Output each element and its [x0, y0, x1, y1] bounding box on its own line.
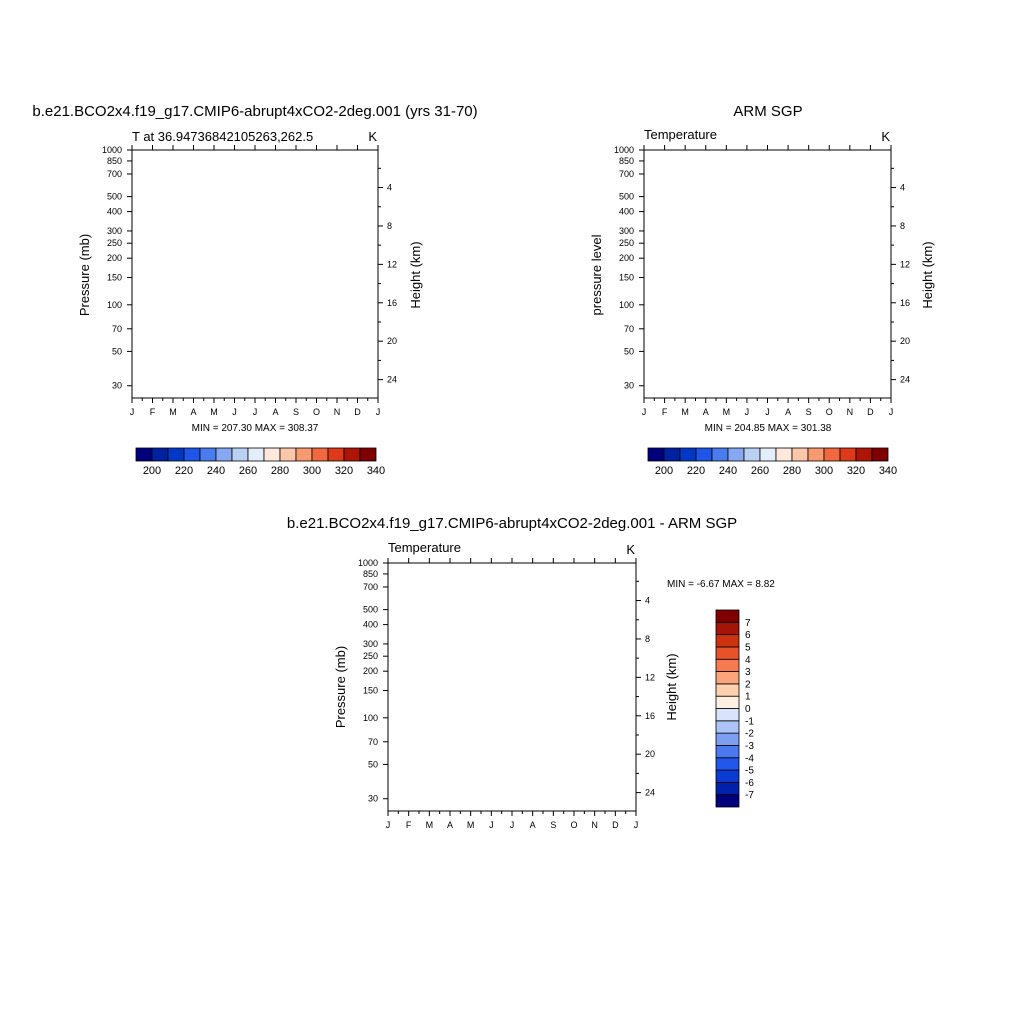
x-tick-label: A [190, 407, 196, 417]
panel-model-frame [131, 149, 379, 399]
x-tick-label: M [210, 407, 218, 417]
y-right-tick-label: 24 [387, 375, 397, 385]
colorbar-box [295, 447, 313, 462]
x-tick-label: J [253, 407, 258, 417]
y-tick-label: 700 [107, 169, 122, 179]
colorbar-box [279, 447, 297, 462]
y-tick-label: 400 [107, 207, 122, 217]
y-tick-label: 500 [107, 192, 122, 202]
colorbar-box [231, 447, 249, 462]
y-tick-label: 70 [112, 324, 122, 334]
colorbar-box [359, 447, 377, 462]
panel-model-ylabel-right: Height (km) [408, 241, 423, 308]
y-tick-label: 250 [107, 238, 122, 248]
x-tick-label: M [169, 407, 177, 417]
colorbar-box [151, 447, 169, 462]
colorbar-label: 200 [143, 465, 161, 477]
panel-model-title: b.e21.BCO2x4.f19_g17.CMIP6-abrupt4xCO2-2… [32, 103, 477, 120]
y-tick-label: 850 [107, 156, 122, 166]
x-tick-label: J [376, 407, 381, 417]
panel-obs-title: ARM SGP [733, 103, 802, 120]
x-tick-label: O [313, 407, 320, 417]
colorbar-label: 320 [335, 465, 353, 477]
panel-model-minmax: MIN = 207.30 MAX = 308.37 [192, 423, 319, 434]
colorbar-box [343, 447, 361, 462]
panel-obs-units: K [881, 129, 890, 144]
colorbar-box [183, 447, 201, 462]
colorbar-box [135, 447, 153, 462]
panel-obs-left-string: Temperature [644, 127, 717, 142]
colorbar-label: 240 [207, 465, 225, 477]
x-tick-label: N [334, 407, 341, 417]
panel-model-colorbar: 200 220 240 260 280 300 320 340 [135, 447, 385, 477]
colorbar-label: 260 [239, 465, 257, 477]
panel-model-left-string: T at 36.94736842105263,262.5 [132, 129, 313, 144]
y-tick-label: 100 [107, 300, 122, 310]
colorbar-box [215, 447, 233, 462]
panel-model-axes: J F M A M J J A S O N D J 30 50 70 100 150 200 250 300 400 500… [102, 145, 397, 417]
x-tick-label: S [293, 407, 299, 417]
y-right-tick-label: 4 [387, 183, 392, 193]
y-right-tick-label: 12 [387, 259, 397, 269]
y-tick-label: 300 [107, 226, 122, 236]
panel-obs: ARM SGP Temperature K J F M A M J J A S O N D J30507… [589, 103, 935, 477]
colorbar-box [167, 447, 185, 462]
colorbar-label: 280 [271, 465, 289, 477]
y-tick-label: 150 [107, 273, 122, 283]
y-right-tick-label: 20 [387, 336, 397, 346]
colorbar-box [311, 447, 329, 462]
x-tick-label: J [232, 407, 237, 417]
panel-model-units: K [368, 129, 377, 144]
panel-model-ylabel: Pressure (mb) [77, 234, 92, 316]
x-tick-label: J [130, 407, 135, 417]
panel-model: b.e21.BCO2x4.f19_g17.CMIP6-abrupt4xCO2-2… [32, 103, 477, 477]
colorbar-box [247, 447, 265, 462]
y-right-tick-label: 16 [387, 298, 397, 308]
colorbar-label: 220 [175, 465, 193, 477]
colorbar-box [263, 447, 281, 462]
colorbar-box [327, 447, 345, 462]
colorbar-label: 340 [367, 465, 385, 477]
colorbar-label: 300 [303, 465, 321, 477]
colorbar-box [199, 447, 217, 462]
x-tick-label: A [272, 407, 278, 417]
x-tick-label: F [150, 407, 156, 417]
y-right-tick-label: 8 [387, 221, 392, 231]
y-tick-label: 50 [112, 346, 122, 356]
y-tick-label: 30 [112, 381, 122, 391]
x-tick-label: D [354, 407, 361, 417]
y-tick-label: 1000 [102, 145, 122, 155]
y-tick-label: 200 [107, 253, 122, 263]
